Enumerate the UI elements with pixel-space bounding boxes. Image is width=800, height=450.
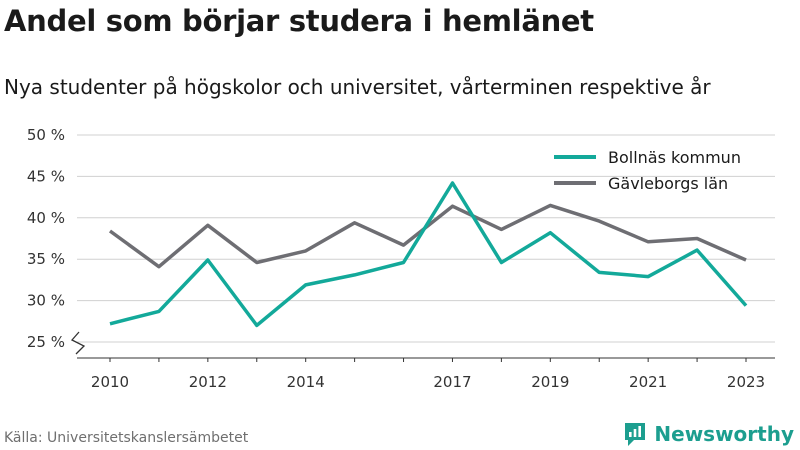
x-tick-label: 2012 — [189, 373, 227, 391]
x-tick-label: 2021 — [629, 373, 667, 391]
newsworthy-logo-icon — [625, 423, 646, 446]
y-tick-label: 25 % — [27, 333, 65, 351]
y-tick-label: 30 % — [27, 292, 65, 310]
x-tick-label: 2023 — [727, 373, 765, 391]
legend-label: Gävleborgs län — [608, 174, 728, 193]
source-note: Källa: Universitetskanslersämbetet — [4, 430, 249, 446]
chart-subtitle: Nya studenter på högskolor och universit… — [4, 75, 711, 99]
y-tick-label: 45 % — [27, 167, 65, 185]
series-line — [109, 181, 748, 328]
chart-legend: Bollnäs kommun Gävleborgs län — [554, 148, 741, 193]
chart-title: Andel som börjar studera i hemlänet — [4, 4, 594, 38]
x-tick-label: 2014 — [287, 373, 325, 391]
y-tick-label: 50 % — [27, 126, 65, 144]
series-line — [108, 203, 747, 269]
y-tick-label: 40 % — [27, 209, 65, 227]
axis-break-zigzag — [70, 331, 86, 355]
x-tick-label: 2017 — [433, 373, 471, 391]
x-tick-label: 2010 — [91, 373, 129, 391]
y-axis-ticks: 25 % 30 % 35 % 40 % 45 % 50 % — [27, 126, 65, 351]
brand-name: Newsworthy — [654, 422, 794, 446]
legend-label: Bollnäs kommun — [608, 148, 741, 167]
y-tick-label: 35 % — [27, 250, 65, 268]
x-axis: 2010 2012 2014 2017 2019 2021 2023 — [77, 357, 775, 391]
chart-series — [108, 181, 748, 328]
brand-logo: Newsworthy — [623, 420, 794, 448]
y-axis-break-icon — [70, 331, 86, 355]
chart-gridlines — [77, 134, 775, 343]
x-tick-label: 2019 — [531, 373, 569, 391]
